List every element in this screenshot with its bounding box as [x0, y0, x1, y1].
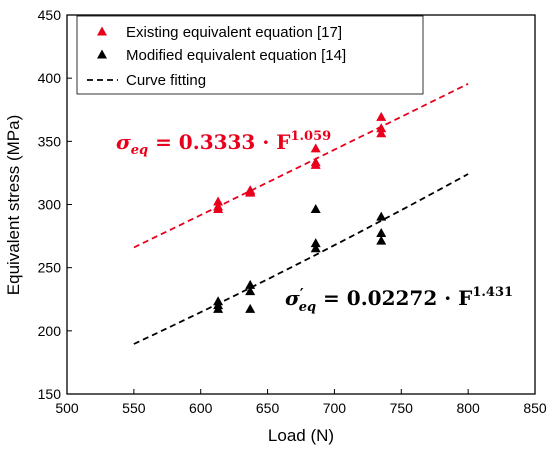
fit-line-modified [133, 173, 469, 345]
data-point-existing [310, 159, 321, 169]
equation-modified-body: = 0.02272 · F [316, 286, 472, 310]
legend-label-modified: Modified equivalent equation [14] [126, 47, 346, 64]
data-point-modified [376, 228, 387, 238]
equation-existing-body: = 0.3333 · F [148, 130, 290, 154]
y-tick-label: 150 [38, 386, 62, 402]
equation-modified-subscript: eq [299, 300, 316, 315]
data-point-modified [245, 303, 256, 313]
data-point-existing [376, 123, 387, 133]
data-point-existing [376, 128, 387, 138]
data-point-existing [213, 196, 224, 206]
data-point-modified [245, 279, 256, 289]
x-tick-label: 800 [456, 400, 480, 416]
y-tick-label: 400 [38, 70, 62, 86]
equation-modified-exponent: 1.431 [472, 285, 513, 300]
x-tick-label: 750 [390, 400, 414, 416]
data-point-modified [310, 204, 321, 214]
data-point-existing [310, 143, 321, 153]
data-point-existing [376, 111, 387, 121]
x-axis-label: Load (N) [268, 426, 334, 445]
fit-lines [133, 82, 469, 345]
y-tick-label: 300 [38, 197, 62, 213]
data-markers [213, 111, 387, 313]
x-tick-label: 550 [122, 400, 146, 416]
data-point-modified [213, 303, 224, 313]
axis-ticks: 500 550 600 650 700 750 800 850 150 200 250 300 350 4… [38, 7, 547, 416]
data-point-modified [310, 243, 321, 253]
x-tick-label: 650 [256, 400, 280, 416]
equation-existing: σeq = 0.3333 · F1.059 [116, 129, 331, 158]
x-tick-label: 850 [523, 400, 547, 416]
equation-modified-symbol: σ [285, 286, 300, 310]
data-point-modified [376, 211, 387, 221]
legend-box [76, 15, 424, 95]
y-axis-label: Equivalent stress (MPa) [4, 115, 23, 295]
equation-existing-subscript: eq [131, 143, 148, 158]
legend-marker-existing [97, 26, 107, 36]
data-point-modified [245, 286, 256, 296]
y-tick-label: 350 [38, 133, 62, 149]
data-point-modified [310, 238, 321, 248]
equation-existing-exponent: 1.059 [290, 129, 331, 144]
x-tick-label: 500 [55, 400, 79, 416]
x-tick-label: 700 [323, 400, 347, 416]
legend-marker-modified [97, 49, 107, 59]
legend-label-existing: Existing equivalent equation [17] [126, 24, 342, 41]
equation-modified: σ′ eq = 0.02272 · F1.431 [285, 285, 513, 315]
y-tick-label: 450 [38, 7, 62, 23]
y-tick-label: 250 [38, 260, 62, 276]
y-tick-label: 200 [38, 323, 62, 339]
x-tick-label: 600 [189, 400, 213, 416]
plot-area-frame [66, 14, 536, 395]
legend: Existing equivalent equation [17] Modifi… [76, 15, 424, 95]
data-point-modified [376, 235, 387, 245]
equation-modified-prime: ′ [300, 285, 304, 303]
legend-label-fit: Curve fitting [126, 72, 206, 89]
fit-line-existing [133, 82, 469, 249]
data-point-existing [245, 186, 256, 196]
data-point-existing [213, 204, 224, 214]
equation-existing-symbol: σ [116, 130, 131, 154]
